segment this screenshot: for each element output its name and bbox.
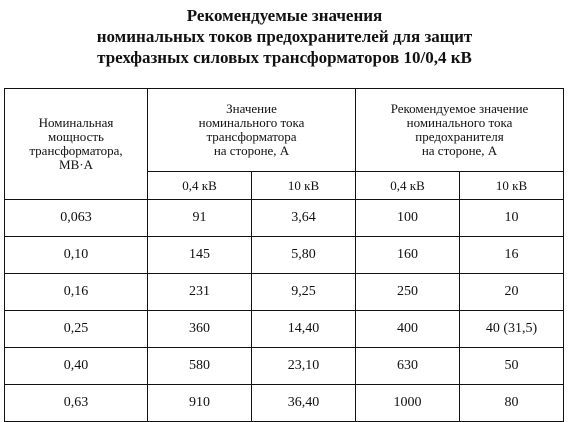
title-line-3: трехфазных силовых трансформаторов 10/0,… — [97, 48, 472, 67]
cell-transformer-10kv: 3,64 — [250, 199, 357, 237]
document-title: Рекомендуемые значения номинальных токов… — [0, 5, 569, 68]
fuse-current-table: Номинальная мощность трансформатора, МВ·… — [4, 88, 565, 422]
cell-fuse-10kv: 20 — [459, 273, 565, 311]
cell-power: 0,063 — [4, 199, 148, 237]
title-line-1: Рекомендуемые значения — [186, 6, 383, 25]
subheader-fuse-04kv: 0,4 кВ — [355, 171, 461, 200]
table-row: 0,10 145 5,80 160 16 — [4, 236, 565, 274]
cell-fuse-04kv: 630 — [355, 347, 461, 385]
header-power-line: Номинальная — [38, 115, 114, 130]
cell-fuse-10kv: 80 — [459, 384, 565, 422]
table-row: 0,16 231 9,25 250 20 — [4, 273, 565, 311]
cell-transformer-04kv: 145 — [147, 236, 252, 274]
subheader-transformer-10kv: 10 кВ — [250, 171, 357, 200]
cell-transformer-04kv: 910 — [147, 384, 252, 422]
cell-fuse-04kv: 100 — [355, 199, 461, 237]
table-row: 0,25 360 14,40 400 40 (31,5) — [4, 310, 565, 348]
cell-transformer-04kv: 231 — [147, 273, 252, 311]
header-transformer-current-line: номинального тока — [198, 115, 305, 130]
cell-transformer-04kv: 91 — [147, 199, 252, 237]
subheader-fuse-10kv: 10 кВ — [459, 171, 565, 200]
cell-power: 0,16 — [4, 273, 148, 311]
table-row: 0,40 580 23,10 630 50 — [4, 347, 565, 385]
cell-power: 0,63 — [4, 384, 148, 422]
cell-power: 0,10 — [4, 236, 148, 274]
cell-fuse-04kv: 250 — [355, 273, 461, 311]
cell-transformer-10kv: 23,10 — [250, 347, 357, 385]
title-line-2: номинальных токов предохранителей для за… — [96, 27, 473, 46]
subheader-transformer-04kv: 0,4 кВ — [147, 171, 252, 200]
cell-fuse-10kv: 40 (31,5) — [459, 310, 565, 348]
cell-power: 0,40 — [4, 347, 148, 385]
header-fuse-current-line: номинального тока — [406, 115, 513, 130]
header-transformer-current-line: трансформатора — [206, 129, 297, 144]
header-power-line: МВ·А — [59, 157, 93, 172]
cell-fuse-04kv: 1000 — [355, 384, 461, 422]
cell-transformer-10kv: 14,40 — [250, 310, 357, 348]
header-fuse-current-line: предохранителя — [415, 129, 504, 144]
cell-fuse-10kv: 50 — [459, 347, 565, 385]
header-transformer-current-line: Значение — [226, 101, 277, 116]
table-row: 0,63 910 36,40 1000 80 — [4, 384, 565, 422]
header-power-line: трансформатора, — [29, 143, 123, 158]
header-fuse-current: Рекомендуемое значение номинального тока… — [355, 88, 565, 172]
header-fuse-current-line: Рекомендуемое значение — [390, 101, 529, 116]
cell-transformer-04kv: 360 — [147, 310, 252, 348]
table-row: 0,063 91 3,64 100 10 — [4, 199, 565, 237]
cell-fuse-10kv: 16 — [459, 236, 565, 274]
header-power-line: мощность — [48, 129, 104, 144]
cell-power: 0,25 — [4, 310, 148, 348]
header-transformer-power: Номинальная мощность трансформатора, МВ·… — [4, 88, 148, 200]
cell-fuse-04kv: 400 — [355, 310, 461, 348]
header-fuse-current-line: на стороне, А — [421, 143, 498, 158]
cell-transformer-10kv: 5,80 — [250, 236, 357, 274]
cell-fuse-04kv: 160 — [355, 236, 461, 274]
cell-fuse-10kv: 10 — [459, 199, 565, 237]
cell-transformer-10kv: 9,25 — [250, 273, 357, 311]
header-transformer-current-line: на стороне, А — [213, 143, 290, 158]
header-transformer-current: Значение номинального тока трансформатор… — [146, 88, 357, 172]
cell-transformer-04kv: 580 — [147, 347, 252, 385]
cell-transformer-10kv: 36,40 — [250, 384, 357, 422]
